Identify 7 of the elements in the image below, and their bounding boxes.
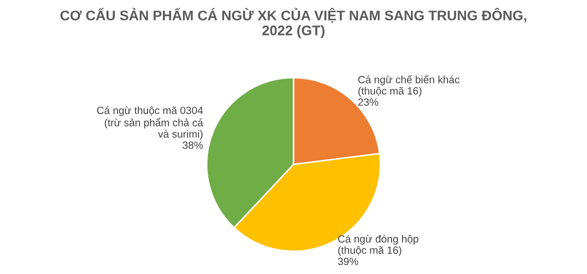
slice-label: Cá ngừ thuộc mã 0304 (trừ sản phẩm chả cá và surimi) — [97, 106, 204, 140]
data-label: 39% — [338, 258, 358, 266]
chart-title: CƠ CẤU SẢN PHẨM CÁ NGỪ XK CỦA VIỆT NAM SANG TRUNG ĐÔNG, 2022 (GT) — [60, 8, 526, 38]
data-label: 23% — [358, 98, 378, 106]
data-label: 38% — [182, 142, 203, 149]
slice-label: Cá ngừ chế biến khác (thuộc mã 16) — [358, 75, 460, 97]
slice-label: Cá ngừ đóng hộp (thuộc mã 16) — [338, 234, 418, 256]
